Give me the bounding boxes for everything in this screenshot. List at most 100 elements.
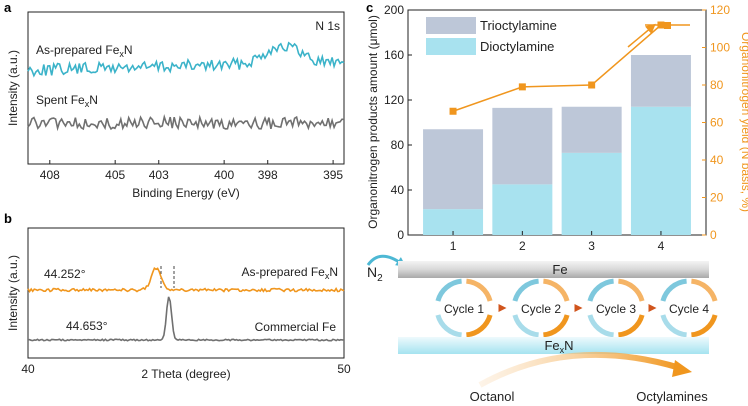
octanol-label: Octanol	[470, 389, 515, 404]
cycle-arc-blue-bottom	[435, 314, 462, 338]
panel-c-yticks-right: 0 20 40 60 80 100 120	[702, 3, 730, 242]
panel-c-bars	[423, 55, 691, 235]
octanol-arrow-head	[672, 360, 692, 377]
panel-b-ylabel: Intensity (a.u.)	[6, 255, 20, 331]
cycle-scheme: N2 Fe Cycle 1 Cycle 2 Cycle 3 Cycle 4 FexN …	[366, 254, 718, 404]
left-ytick-label: 160	[384, 48, 404, 62]
yield-point-3	[588, 81, 596, 89]
panel-a-ylabel: Intensity (a.u.)	[6, 50, 20, 126]
panel-c-ylabel-right: Organonitrogen yield (N basis, %)	[739, 32, 748, 212]
legend-marker-yield	[664, 22, 671, 29]
panel-b-xlabel: 2 Theta (degree)	[141, 367, 230, 381]
c-xtick-label: 3	[588, 239, 595, 253]
cycle-arc-orange-top	[618, 278, 645, 302]
cycle-arc-orange-bottom	[466, 314, 493, 338]
panel-a-label-spent: Spent FexN	[36, 93, 98, 109]
right-ytick-label: 20	[710, 191, 724, 205]
panel-a-series-asprepared	[27, 41, 345, 78]
left-ytick-label: 0	[397, 228, 404, 242]
cycle-arc-orange-bottom	[543, 314, 570, 338]
right-ytick-label: 100	[710, 41, 730, 55]
panel-c: c Organonitrogen products amount (μmol) …	[366, 0, 748, 253]
panel-a-xtick-label: 405	[105, 168, 125, 182]
left-ytick-label: 200	[384, 3, 404, 17]
bar-trioctylamine-1	[423, 129, 484, 210]
right-ytick-label: 40	[710, 153, 724, 167]
cycle-label-4: Cycle 4	[669, 302, 709, 316]
left-ytick-label: 120	[384, 93, 404, 107]
yield-point-2	[518, 83, 526, 91]
n2-label: N2	[367, 264, 383, 284]
right-ytick-label: 0	[710, 228, 717, 242]
yield-point-1	[449, 107, 457, 115]
right-ytick-label: 80	[710, 78, 724, 92]
cycle-label-1: Cycle 1	[444, 302, 484, 316]
panel-a-xtick-label: 400	[214, 168, 234, 182]
bar-trioctylamine-2	[492, 107, 553, 185]
legend-swatch-dioctylamine	[426, 38, 476, 55]
fe-bar	[398, 261, 709, 278]
bar-dioctylamine-2	[492, 184, 553, 235]
cycle-arc-blue-bottom	[512, 314, 539, 338]
bar-dioctylamine-3	[561, 152, 622, 235]
panel-b-series-commercial	[28, 296, 344, 342]
cycle-arc-orange-bottom	[691, 314, 718, 338]
fexn-bar	[398, 337, 709, 354]
cycle-arc-orange-top	[543, 278, 570, 302]
panel-a-xtick-label: 408	[40, 168, 60, 182]
panel-c-ylabel-left: Organonitrogen products amount (μmol)	[366, 15, 380, 229]
cycle-arc-blue-top	[512, 278, 539, 302]
panel-a-xticks: 408 405 403 400 398 395	[40, 160, 343, 182]
cycle-connector-arrow	[498, 304, 507, 312]
cycle-arc-blue-top	[587, 278, 614, 302]
panel-b-letter: b	[4, 211, 12, 226]
panel-c-xticks: 1 2 3 4	[450, 231, 665, 253]
panel-a-annotation: N 1s	[315, 19, 340, 33]
legend-label-trioctylamine: Trioctylamine	[480, 18, 557, 33]
panel-a-letter: a	[4, 0, 12, 15]
panel-a-axes-box	[27, 11, 345, 165]
panel-a-xtick-label: 403	[149, 168, 169, 182]
panel-a: a Intensity (a.u.) Binding Energy (eV) N…	[4, 0, 345, 200]
bar-dioctylamine-1	[423, 209, 484, 235]
octanol-arrow	[478, 351, 681, 388]
panel-b-xticks: 40 50	[21, 354, 351, 376]
panel-b-xtick-label: 50	[337, 362, 351, 376]
panel-b-xtick-label: 40	[21, 362, 35, 376]
cycle-label-2: Cycle 2	[521, 302, 561, 316]
bar-trioctylamine-4	[630, 55, 691, 107]
left-ytick-label: 80	[391, 138, 405, 152]
panel-a-xlabel: Binding Energy (eV)	[132, 186, 239, 200]
right-ytick-label: 60	[710, 116, 724, 130]
c-xtick-label: 1	[450, 239, 457, 253]
panel-b-axes-box	[27, 227, 345, 359]
panel-b-series-asprepared	[27, 266, 345, 294]
cycle-arc-orange-top	[466, 278, 493, 302]
cycle-arc-blue-bottom	[660, 314, 687, 338]
panel-b-label-asprepared: As-prepared FexN	[241, 265, 338, 281]
panel-b-peak2-label: 44.653°	[66, 319, 108, 333]
panel-b: b Intensity (a.u.) 2 Theta (degree) 40 50…	[4, 211, 351, 381]
yield-line-path	[452, 24, 662, 112]
c-xtick-label: 2	[519, 239, 526, 253]
legend-label-dioctylamine: Dioctylamine	[480, 39, 554, 54]
legend-swatch-trioctylamine	[426, 17, 476, 34]
cycle-arc-orange-bottom	[618, 314, 645, 338]
bar-dioctylamine-4	[630, 106, 691, 235]
fexn-label: FexN	[544, 338, 573, 355]
cycle-arc-orange-top	[691, 278, 718, 302]
panel-a-xtick-label: 395	[323, 168, 343, 182]
right-ytick-label: 120	[710, 3, 730, 17]
yield-axis-pointer	[627, 23, 656, 48]
panel-c-yticks-left: 0 40 80 120 160 200	[384, 3, 412, 242]
cycle-arc-blue-top	[660, 278, 687, 302]
left-ytick-label: 40	[391, 183, 405, 197]
cycle-connector-arrow	[648, 304, 657, 312]
cycle-arc-blue-bottom	[587, 314, 614, 338]
panel-a-label-asprepared: As-prepared FexN	[36, 43, 133, 59]
cycle-label-3: Cycle 3	[596, 302, 636, 316]
panel-b-label-commercial: Commercial Fe	[255, 320, 337, 334]
panel-b-peak1-label: 44.252°	[44, 267, 86, 281]
fe-label: Fe	[552, 262, 567, 277]
